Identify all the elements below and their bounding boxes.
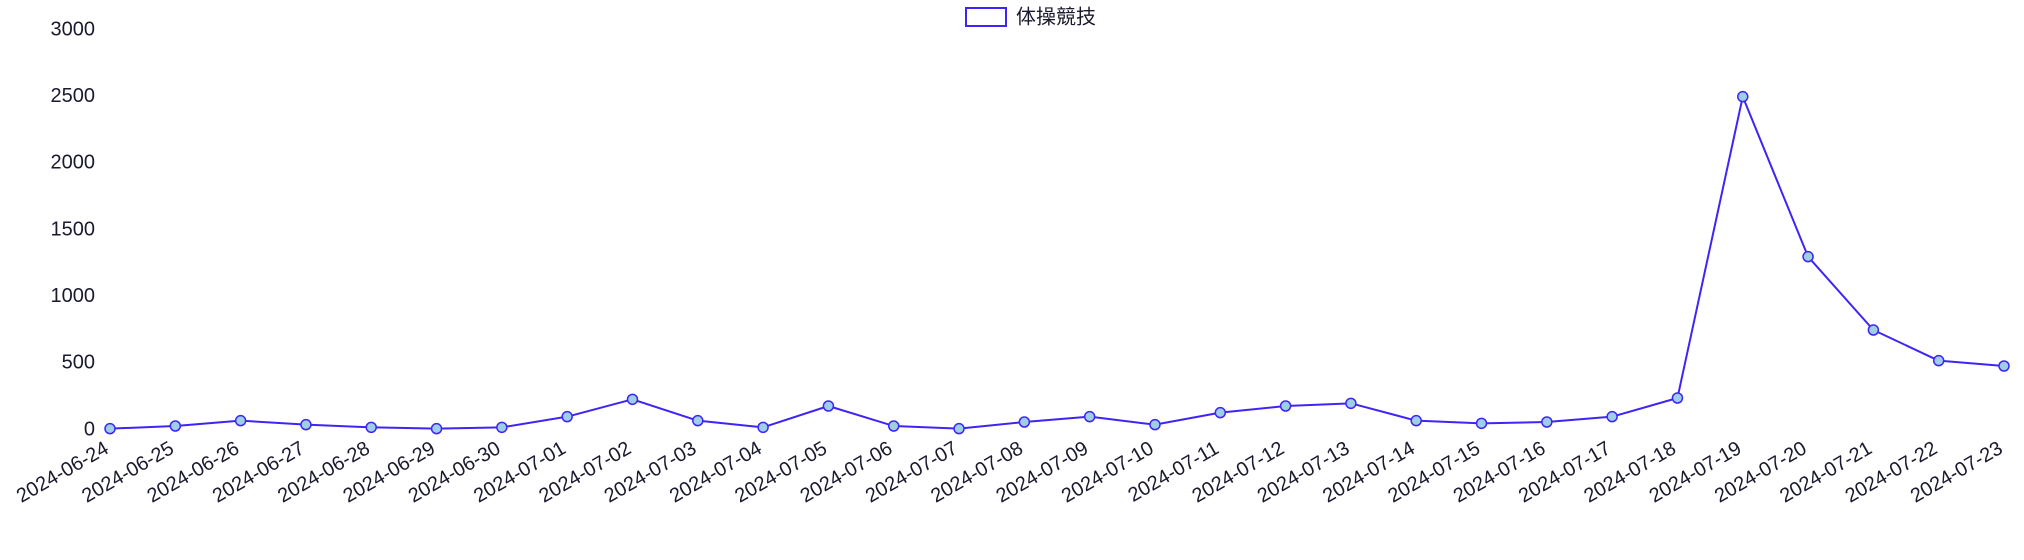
y-tick-label: 0: [84, 418, 95, 440]
y-tick-label: 2500: [51, 85, 96, 107]
y-tick-label: 1500: [51, 218, 96, 240]
data-point: [1019, 417, 1029, 427]
data-point: [562, 412, 572, 422]
data-point: [1085, 412, 1095, 422]
data-point: [889, 421, 899, 431]
line-chart: 0500100015002000250030002024-06-242024-0…: [0, 0, 2024, 560]
data-point: [1672, 393, 1682, 403]
data-point: [823, 401, 833, 411]
y-tick-label: 1000: [51, 285, 96, 307]
series-line: [110, 97, 2004, 429]
legend-label: 体操競技: [1016, 5, 1096, 28]
data-point: [1215, 408, 1225, 418]
legend-swatch: [966, 8, 1006, 26]
data-point: [236, 416, 246, 426]
y-tick-label: 500: [62, 352, 95, 374]
data-point: [497, 422, 507, 432]
data-point: [1281, 401, 1291, 411]
data-point: [1738, 92, 1748, 102]
data-point: [1934, 356, 1944, 366]
data-point: [1346, 398, 1356, 408]
y-tick-label: 2000: [51, 152, 96, 174]
data-point: [432, 424, 442, 434]
data-point: [627, 394, 637, 404]
data-point: [1868, 325, 1878, 335]
data-point: [105, 424, 115, 434]
data-point: [1477, 418, 1487, 428]
data-point: [366, 422, 376, 432]
data-point: [758, 422, 768, 432]
data-point: [1607, 412, 1617, 422]
data-point: [1150, 420, 1160, 430]
data-point: [954, 424, 964, 434]
data-point: [1542, 417, 1552, 427]
y-tick-label: 3000: [51, 18, 96, 40]
chart-svg: 0500100015002000250030002024-06-242024-0…: [0, 0, 2024, 560]
data-point: [301, 420, 311, 430]
data-point: [170, 421, 180, 431]
data-point: [1803, 252, 1813, 262]
data-point: [1411, 416, 1421, 426]
data-point: [1999, 361, 2009, 371]
data-point: [693, 416, 703, 426]
